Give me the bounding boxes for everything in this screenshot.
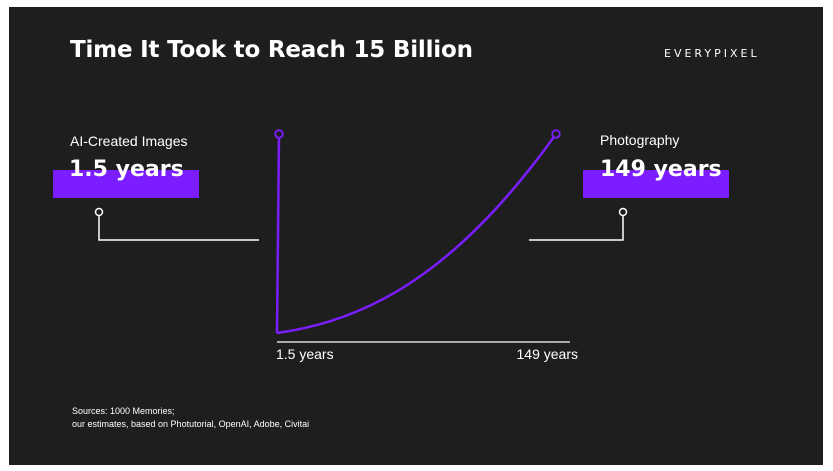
- ai-images-series-line: [275, 133, 281, 334]
- brand-logo: EVERYPIXEL: [664, 47, 760, 60]
- ai-images-connector: [98, 215, 259, 241]
- sources-line-1: Sources: 1000 Memories;: [72, 406, 175, 416]
- photography-series-line: [276, 133, 558, 335]
- photography-connector: [529, 215, 624, 241]
- photography-connector-dot: [618, 207, 628, 217]
- ai-images-value: 1.5 years: [69, 157, 184, 182]
- ai-images-highlight: [53, 170, 199, 198]
- chart-title: Time It Took to Reach 15 Billion: [70, 37, 473, 63]
- ai-images-label: AI-Created Images: [70, 133, 188, 149]
- sources-note: Sources: 1000 Memories; our estimates, b…: [72, 405, 309, 431]
- photography-end-point: [551, 129, 561, 139]
- sources-line-2: our estimates, based on Photutorial, Ope…: [72, 419, 310, 429]
- chart-svg: 1.5 years 149 years: [94, 129, 628, 362]
- photography-label: Photography: [600, 132, 680, 148]
- photography-value: 149 years: [600, 157, 722, 182]
- x-tick-label-right: 149 years: [517, 346, 578, 362]
- ai-images-end-point: [274, 129, 284, 139]
- slide: Time It Took to Reach 15 Billion EVERYPI…: [9, 7, 823, 465]
- photography-highlight: [583, 170, 729, 198]
- ai-images-connector-dot: [94, 207, 104, 217]
- x-tick-label-left: 1.5 years: [276, 346, 334, 362]
